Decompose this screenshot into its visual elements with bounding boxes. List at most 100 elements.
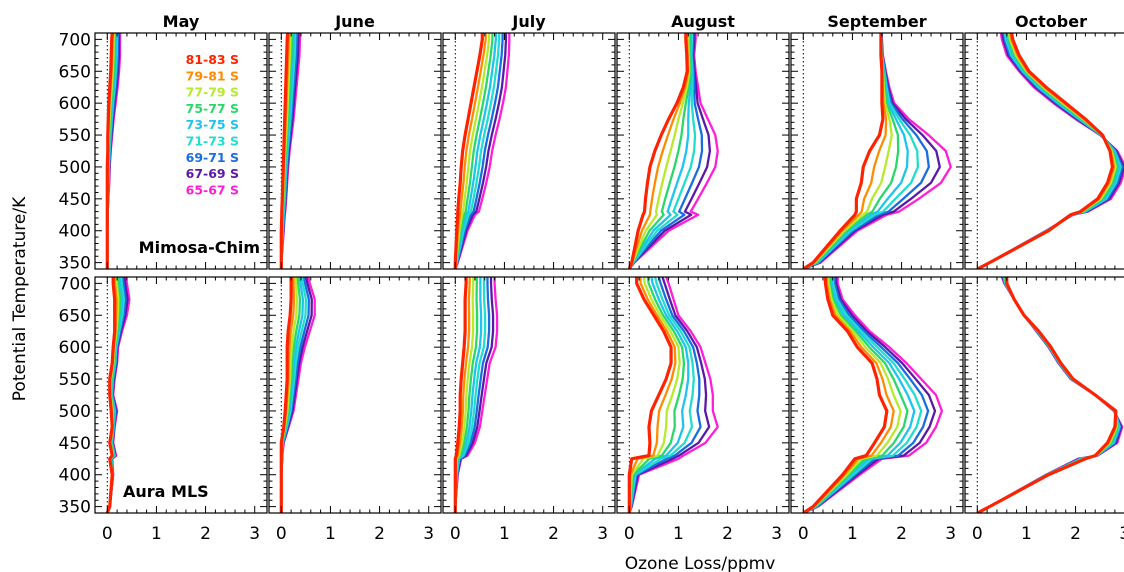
profile-line-65-67-s	[802, 33, 952, 269]
y-tick-label: 500	[59, 402, 91, 422]
profile-line-75-77-s	[454, 33, 494, 269]
panel-frame	[616, 32, 790, 270]
panel-mimosa-chim-june	[268, 32, 442, 270]
profile-line-75-77-s	[976, 33, 1119, 269]
profile-line-81-83-s	[627, 33, 689, 269]
profile-line-69-71-s	[454, 33, 504, 269]
x-tick-label: 2	[374, 524, 385, 544]
y-tick-label: 350	[59, 254, 91, 274]
profile-line-81-83-s	[279, 277, 293, 513]
profile-line-81-83-s	[627, 277, 673, 513]
x-tick-label: 2	[200, 524, 211, 544]
y-tick-label: 450	[59, 434, 91, 454]
profile-line-69-71-s	[628, 277, 702, 513]
y-tick-label: 600	[59, 94, 91, 114]
y-tick-label: 550	[59, 126, 91, 146]
profile-series	[453, 33, 511, 269]
ticks	[791, 277, 963, 513]
panel-frame	[268, 276, 442, 514]
x-tick-label: 1	[1021, 524, 1032, 544]
y-tick-label: 650	[59, 62, 91, 82]
ticks	[95, 33, 267, 269]
profile-line-73-75-s	[802, 277, 916, 513]
x-tick-label: 1	[847, 524, 858, 544]
y-tick-label: 350	[59, 498, 91, 518]
x-tick-label: 3	[249, 524, 260, 544]
profile-line-75-77-s	[628, 277, 686, 513]
profile-line-67-69-s	[628, 277, 711, 513]
profile-line-81-83-s	[976, 277, 1118, 513]
y-tick-label: 650	[59, 306, 91, 326]
legend-item-77-79-s: 77-79 S	[186, 85, 239, 100]
y-tick-label: 400	[59, 466, 91, 486]
profile-line-71-73-s	[976, 277, 1121, 513]
profile-line-65-67-s	[628, 33, 719, 269]
profile-line-65-67-s	[454, 33, 511, 269]
panel-aura-mls-august: 0 1 2 3	[616, 276, 790, 544]
panel-aura-mls-september: 0 1 2 3	[790, 276, 964, 544]
profile-line-67-69-s	[802, 33, 941, 269]
profile-line-81-83-s	[105, 277, 117, 513]
ticks	[443, 33, 615, 269]
panel-mimosa-chim-july	[442, 32, 616, 270]
profile-line-65-67-s	[628, 277, 719, 513]
profile-line-67-69-s	[802, 277, 937, 513]
panel-frame	[964, 276, 1124, 514]
panel-mimosa-chim-may: 350 400 450 500 550 600 650 700	[59, 30, 268, 274]
panel-mimosa-chim-september	[790, 32, 964, 270]
profile-series	[105, 277, 131, 513]
profile-line-67-69-s	[976, 33, 1124, 269]
x-tick-label: 2	[548, 524, 559, 544]
x-tick-label: 3	[945, 524, 956, 544]
profile-series	[105, 33, 122, 269]
profile-line-79-81-s	[802, 277, 895, 513]
y-tick-label: 700	[59, 30, 91, 50]
profile-line-81-83-s	[453, 33, 484, 269]
panel-frame	[268, 32, 442, 270]
profile-series	[802, 33, 952, 269]
y-tick-label: 550	[59, 370, 91, 390]
profile-line-69-71-s	[976, 33, 1124, 269]
x-tick-label: 2	[896, 524, 907, 544]
x-tick-label: 3	[1119, 524, 1124, 544]
x-tick-label: 2	[722, 524, 733, 544]
legend-item-75-77-s: 75-77 S	[186, 101, 239, 116]
profile-line-73-75-s	[454, 33, 497, 269]
profile-line-71-73-s	[976, 33, 1122, 269]
panel-frame	[790, 32, 964, 270]
x-tick-label: 3	[423, 524, 434, 544]
panel-frame	[616, 276, 790, 514]
profile-series	[976, 277, 1124, 513]
profile-series	[279, 33, 302, 269]
x-tick-label: 0	[624, 524, 635, 544]
legend-item-69-71-s: 69-71 S	[186, 150, 239, 165]
x-tick-label: 3	[597, 524, 608, 544]
panel-frame	[964, 32, 1124, 270]
month-title-june: June	[334, 12, 375, 31]
profile-line-73-75-s	[628, 277, 690, 513]
profile-line-71-73-s	[628, 277, 695, 513]
x-tick-label: 0	[450, 524, 461, 544]
profile-line-81-83-s	[802, 33, 885, 269]
y-tick-label: 400	[59, 222, 91, 242]
row-label-mimosa-chim: Mimosa-Chim	[139, 238, 260, 257]
panel-mimosa-chim-october	[964, 32, 1124, 270]
month-title-october: October	[1015, 12, 1087, 31]
legend-item-81-83-s: 81-83 S	[186, 52, 239, 67]
legend-item-67-69-s: 67-69 S	[186, 166, 239, 181]
profile-series	[976, 33, 1124, 269]
panel-frame	[94, 32, 268, 270]
x-tick-label: 0	[972, 524, 983, 544]
y-tick-label: 600	[59, 338, 91, 358]
profile-line-81-83-s	[279, 33, 290, 269]
profile-line-81-83-s	[802, 277, 889, 513]
panels-layer: May June July August September October 350 400 4…	[59, 12, 1124, 544]
profile-line-71-73-s	[802, 277, 923, 513]
month-title-august: August	[671, 12, 735, 31]
profile-line-65-67-s	[976, 277, 1124, 513]
month-title-july: July	[511, 12, 546, 31]
x-tick-label: 0	[102, 524, 113, 544]
profile-line-69-71-s	[802, 277, 930, 513]
y-tick-label: 700	[59, 274, 91, 294]
